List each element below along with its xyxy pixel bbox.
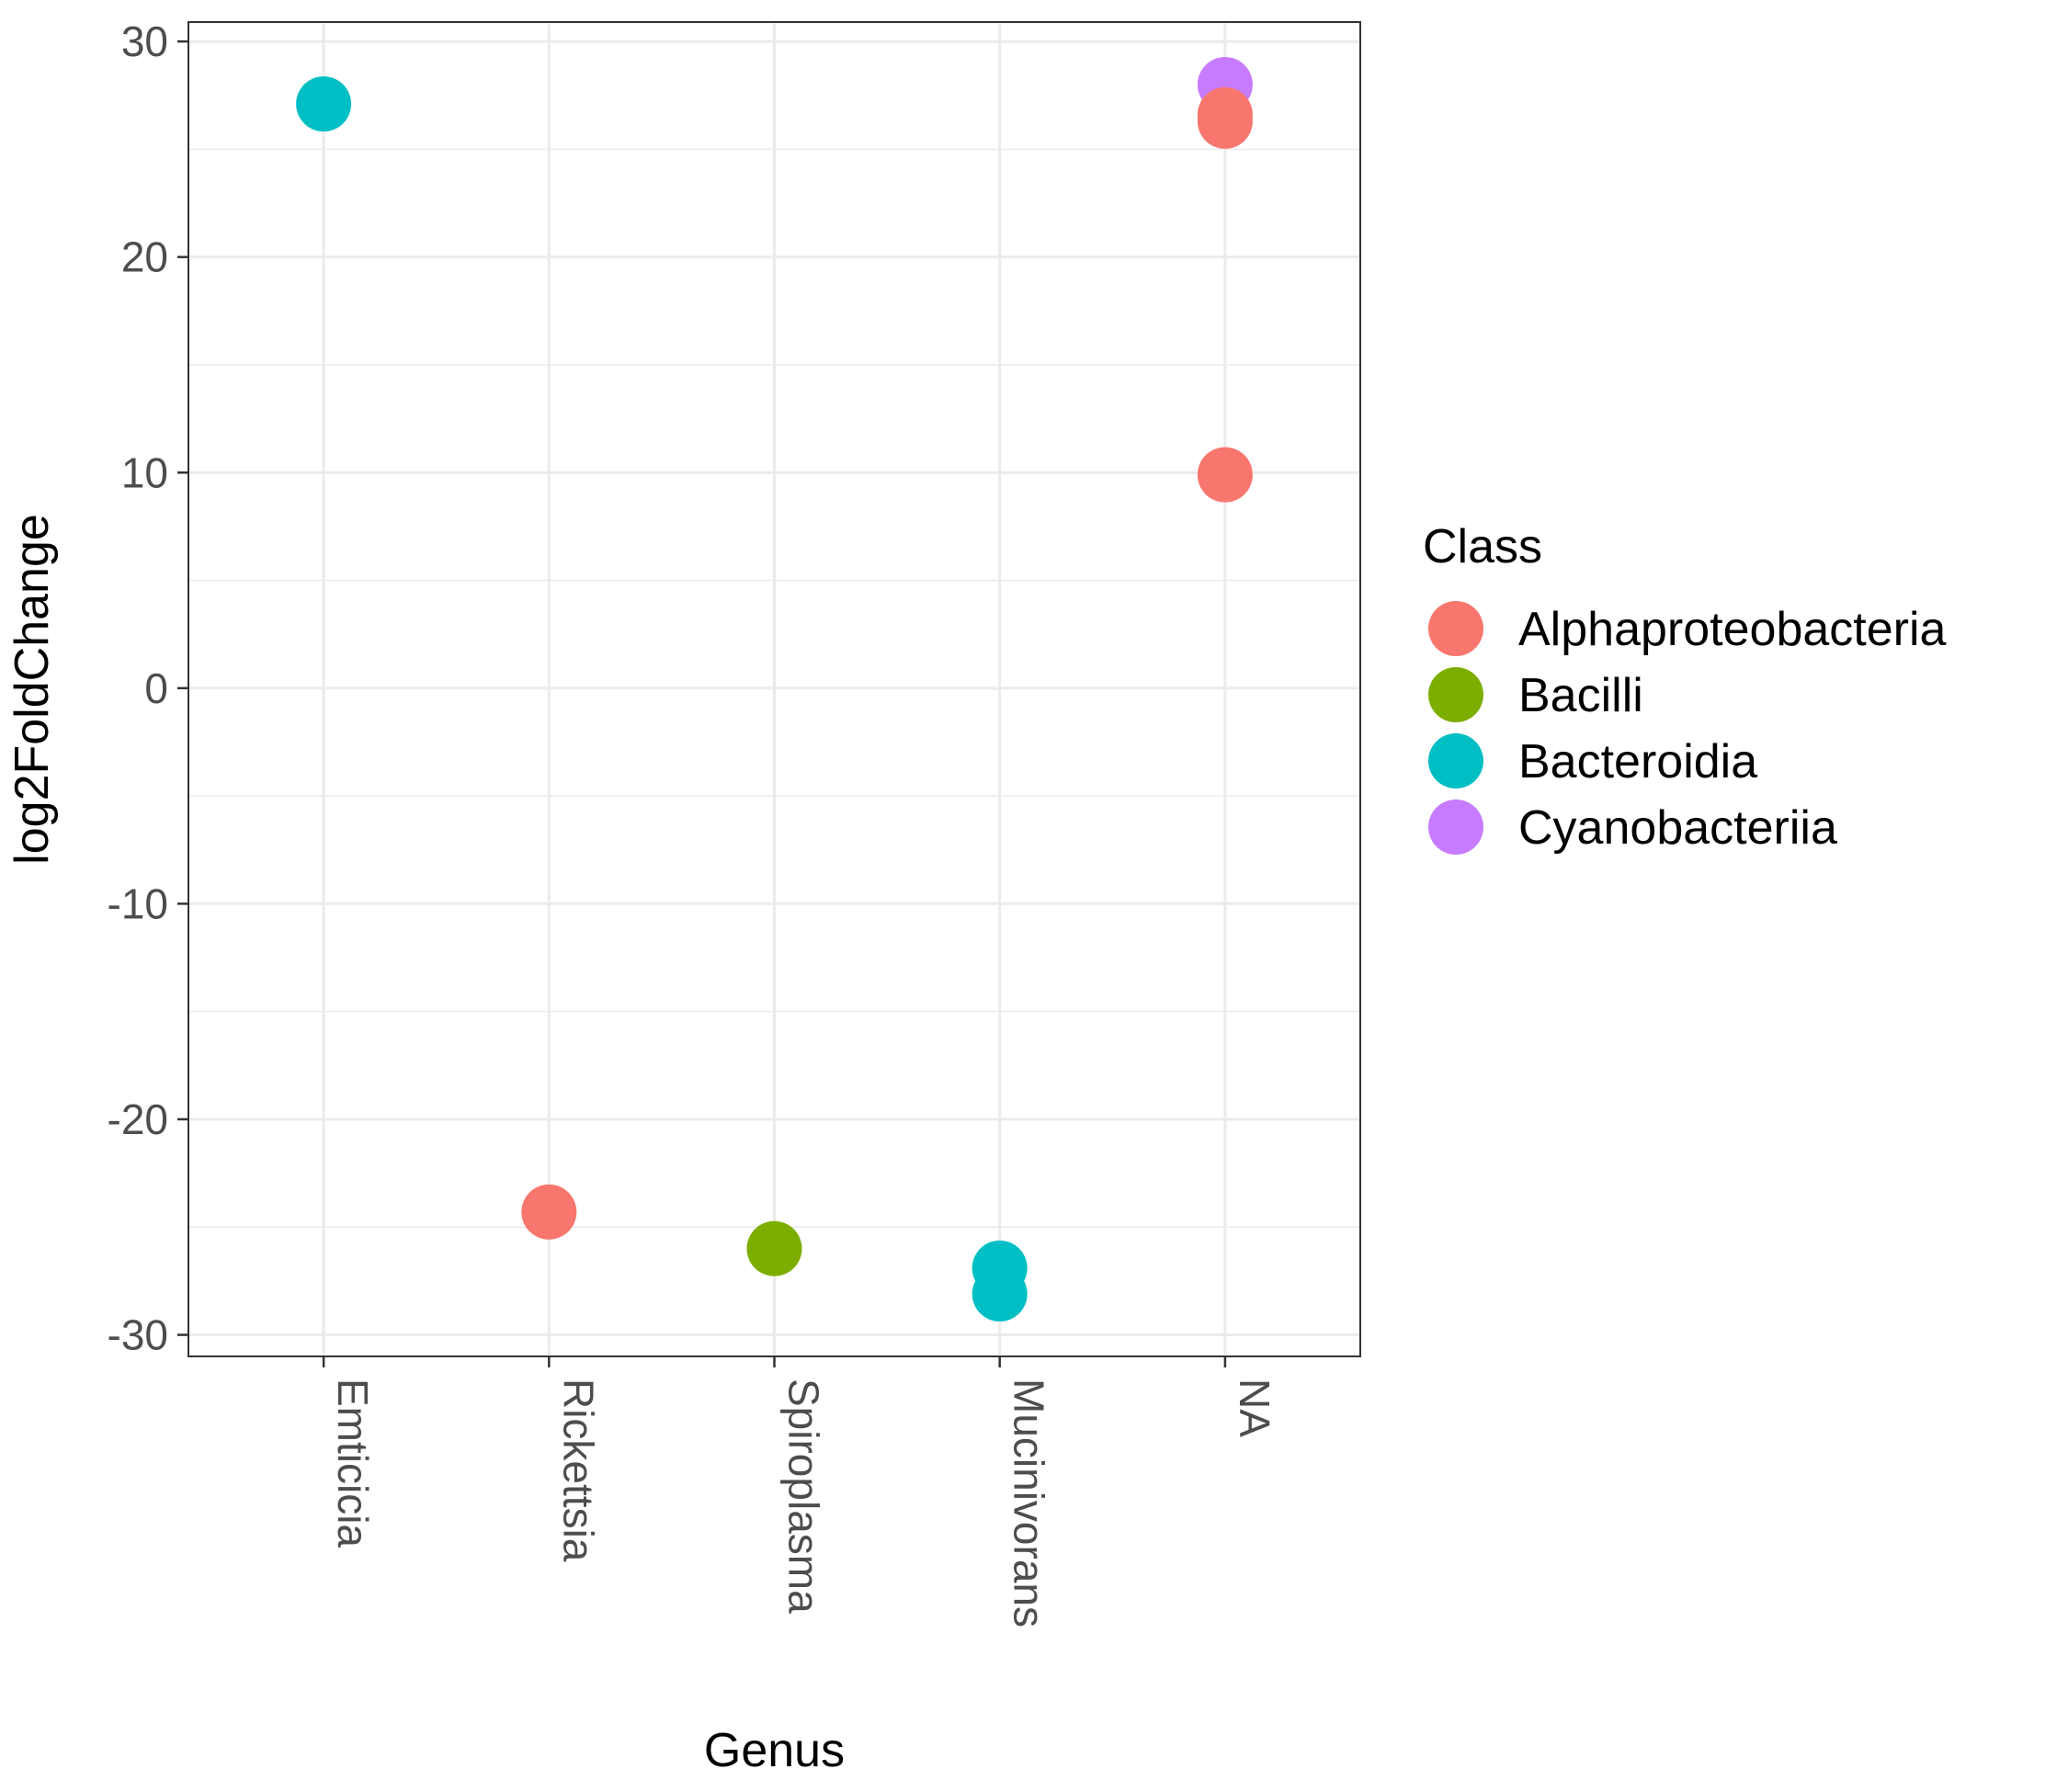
data-point [296,76,352,132]
grid [188,22,1360,1356]
legend: Class Alphaproteobacteria Bacilli Bacteroi… [1423,520,1947,855]
data-point [521,1184,577,1240]
x-tick-label: Mucinivorans [1006,1378,1053,1628]
data-point [1197,93,1253,149]
x-tick-label: NA [1231,1378,1278,1437]
y-tick-label: -10 [108,879,168,927]
y-tick-label: -20 [108,1095,168,1143]
legend-key [1428,667,1483,722]
data-points [296,57,1253,1321]
y-tick-label: 0 [144,664,168,712]
legend-entries: Alphaproteobacteria Bacilli Bacteroidia Cya… [1428,601,1947,855]
legend-label: Alphaproteobacteria [1518,603,1947,656]
legend-label: Cyanobacteriia [1518,801,1837,855]
legend-key [1428,733,1483,788]
data-point [1197,447,1253,503]
y-tick-label: 10 [121,448,168,496]
data-point [746,1220,802,1276]
x-axis-ticks: Emticicia Rickettsia Spiroplasma Mucinivora… [322,1356,1278,1628]
y-tick-label: 30 [121,17,168,65]
x-tick-label: Spiroplasma [780,1378,828,1614]
legend-label: Bacilli [1518,669,1643,722]
y-axis-title: log2FoldChange [6,514,59,865]
y-tick-label: 20 [121,233,168,281]
x-tick-label: Emticicia [329,1378,377,1548]
legend-key [1428,601,1483,656]
x-axis-title: Genus [704,1724,845,1777]
legend-key [1428,800,1483,855]
legend-label: Bacteroidia [1518,735,1757,788]
y-tick-label: -30 [108,1311,168,1359]
x-tick-label: Rickettsia [554,1378,602,1562]
legend-title: Class [1423,520,1542,573]
data-point [972,1265,1028,1321]
y-axis-ticks: 30 20 10 0 -10 -20 -30 [108,17,188,1359]
